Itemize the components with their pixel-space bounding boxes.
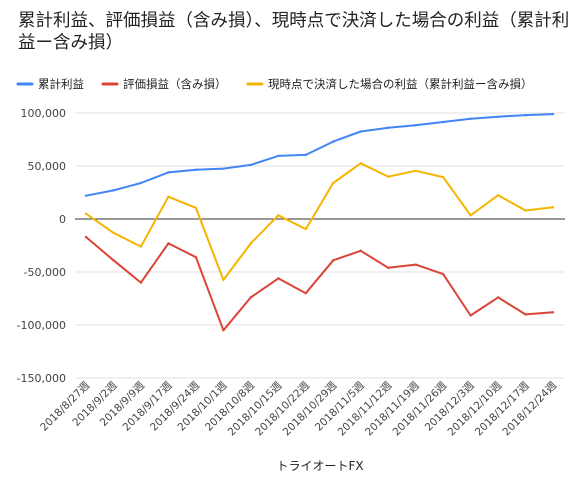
data-point	[194, 206, 198, 210]
data-point	[277, 154, 280, 158]
data-point	[551, 206, 555, 209]
legend-label: 評価損益（含み損）	[123, 77, 227, 91]
data-point	[84, 235, 88, 239]
data-point	[332, 259, 335, 262]
data-point	[386, 175, 390, 178]
data-point	[304, 292, 307, 295]
data-point	[386, 266, 390, 269]
data-point	[551, 112, 555, 116]
data-point	[359, 162, 362, 165]
data-point	[222, 278, 225, 282]
data-point	[496, 115, 500, 118]
data-point	[524, 313, 527, 316]
data-point	[139, 181, 143, 185]
data-point	[414, 169, 417, 172]
data-point	[386, 126, 390, 130]
y-tick-label: -100,000	[17, 319, 66, 332]
data-point	[167, 195, 170, 198]
data-point	[496, 193, 500, 197]
y-tick-label: -150,000	[17, 372, 66, 385]
y-tick-label: 0	[59, 213, 66, 226]
data-point	[277, 277, 280, 280]
legend-label: 現時点で決済した場合の利益（累計利益ー含み損）	[268, 77, 533, 91]
data-point	[249, 296, 253, 299]
y-tick-label: 50,000	[28, 160, 67, 173]
data-point	[441, 272, 445, 276]
data-point	[496, 296, 500, 299]
data-point	[167, 171, 170, 174]
x-axis-label: トライオートFX	[276, 459, 363, 473]
data-point	[249, 163, 253, 167]
data-point	[441, 175, 445, 179]
series-line-2	[85, 162, 554, 281]
data-point	[112, 231, 115, 234]
data-point	[359, 249, 362, 252]
legend-label: 累計利益	[38, 77, 84, 91]
data-point	[524, 209, 527, 212]
series-line-1	[85, 236, 554, 332]
data-point	[332, 140, 335, 143]
data-point	[84, 194, 88, 197]
data-point	[359, 130, 362, 133]
data-point	[469, 314, 472, 317]
data-point	[194, 168, 198, 171]
series-line-0	[85, 113, 554, 197]
data-point	[222, 329, 225, 332]
data-point	[277, 214, 280, 217]
data-point	[304, 227, 307, 231]
data-point	[222, 167, 225, 170]
data-point	[112, 259, 115, 262]
data-point	[167, 242, 170, 245]
data-point	[112, 189, 115, 192]
data-point	[524, 113, 527, 117]
data-point	[469, 117, 472, 121]
data-point	[304, 153, 307, 157]
data-point	[414, 263, 417, 266]
data-point	[551, 311, 555, 314]
data-point	[194, 255, 198, 259]
y-tick-label: 100,000	[21, 107, 67, 120]
data-point	[84, 212, 88, 215]
data-point	[139, 245, 143, 248]
chart-title: 累計利益、評価損益（含み損）、現時点で決済した場合の利益（累計利益ー含み損）	[18, 11, 570, 53]
data-point	[441, 120, 445, 124]
data-point	[139, 281, 143, 284]
y-tick-label: -50,000	[24, 266, 66, 279]
data-point	[332, 181, 335, 185]
data-point	[414, 123, 417, 127]
data-point	[469, 214, 472, 217]
data-point	[249, 242, 253, 245]
